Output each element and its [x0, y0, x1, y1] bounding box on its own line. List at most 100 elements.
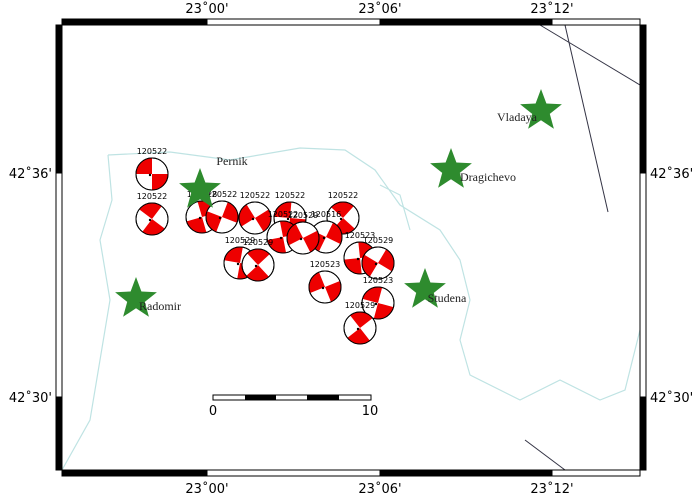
- pt-axis: [356, 257, 360, 261]
- town-star: [404, 268, 446, 308]
- lon-label: 23˚06': [358, 1, 401, 17]
- event-label: 120523: [310, 260, 341, 269]
- beachball-outline: [241, 248, 275, 282]
- town-label: Dragichevo: [460, 170, 516, 184]
- lon-label: 23˚12': [530, 1, 573, 17]
- pt-axis: [286, 217, 290, 221]
- beachball-quadrant: [287, 223, 319, 253]
- event-label: 120529: [288, 211, 319, 220]
- boundary: [61, 147, 641, 471]
- beachball-outline: [308, 270, 342, 304]
- focal-mechanism: [308, 270, 342, 304]
- focal-mechanism: [343, 311, 377, 345]
- scale-bar: [212, 394, 372, 401]
- event-label: 120522: [207, 190, 238, 199]
- pt-axis: [339, 217, 343, 221]
- frame-segment: [61, 18, 208, 26]
- frame-segment: [379, 469, 553, 477]
- pt-axis: [148, 173, 152, 177]
- lon-label: 23˚06': [358, 481, 401, 497]
- beachball-quadrant: [239, 204, 271, 232]
- beachball-quadrant: [246, 249, 270, 281]
- town-star: [179, 168, 221, 208]
- event-label: 120522: [137, 147, 168, 156]
- pt-axis: [299, 237, 303, 241]
- frame-segment: [206, 469, 381, 477]
- scale-label: 0: [209, 404, 217, 419]
- event-label: 120522: [328, 191, 359, 200]
- pt-axis: [148, 218, 152, 222]
- focal-mechanism: [135, 157, 169, 191]
- focal-mechanism: [361, 286, 395, 320]
- pt-axis: [254, 264, 258, 268]
- beachball-quadrant: [206, 202, 238, 232]
- pt-axis: [236, 262, 240, 266]
- beachball-outline: [326, 201, 360, 235]
- town-label: Studena: [428, 291, 467, 305]
- beachball-quadrant: [347, 312, 373, 344]
- town-star: [520, 89, 562, 129]
- pt-axis: [374, 302, 378, 306]
- pt-axis: [218, 216, 222, 220]
- beachball-outline: [135, 157, 169, 191]
- frame-segment: [551, 469, 641, 477]
- frame-segment: [551, 18, 641, 26]
- lat-label: 42˚36': [650, 166, 693, 182]
- pt-axis: [251, 217, 255, 221]
- beachball-quadrant: [362, 287, 394, 319]
- beachball-quadrant: [362, 249, 394, 277]
- scale-label: 10: [362, 404, 379, 419]
- town-label: Vladaya: [497, 110, 538, 124]
- beachball-outline: [205, 200, 239, 234]
- focal-mechanism: [241, 248, 275, 282]
- frame-segment: [55, 396, 63, 471]
- frame-segment: [61, 469, 208, 477]
- beachball-outline: [343, 311, 377, 345]
- event-label: 120522: [275, 191, 306, 200]
- focal-mechanism: [135, 202, 169, 236]
- focal-mechanism: [205, 200, 239, 234]
- beachball-quadrant: [309, 272, 341, 302]
- lon-label: 23˚00': [185, 481, 228, 497]
- frame-segment: [206, 18, 381, 26]
- event-label: 120529: [225, 236, 256, 245]
- roads: [524, 24, 641, 471]
- pt-axis: [279, 236, 283, 240]
- beachball-quadrant: [136, 158, 168, 190]
- beachball-outline: [361, 286, 395, 320]
- frame-segment: [55, 172, 63, 398]
- pt-axis: [321, 286, 325, 290]
- event-label: 120522: [137, 192, 168, 201]
- event-label: 120523: [363, 276, 394, 285]
- town-star: [430, 148, 472, 188]
- lon-label: 23˚00': [185, 1, 228, 17]
- event-label: 120522: [268, 210, 299, 219]
- beachball-outline: [238, 201, 272, 235]
- event-label: 120529: [363, 236, 394, 245]
- lon-label: 23˚12': [530, 481, 573, 497]
- lat-label: 42˚30': [650, 390, 693, 406]
- pt-axis: [374, 262, 378, 266]
- focal-mechanism: [238, 201, 272, 235]
- event-label: 120529: [345, 301, 376, 310]
- town-label: Radomir: [139, 299, 181, 313]
- town-label: Pernik: [216, 154, 247, 168]
- beachball-quadrant: [139, 203, 165, 235]
- frame-segment: [639, 24, 647, 174]
- focal-mechanism: [286, 221, 320, 255]
- event-label: 120516: [311, 210, 342, 219]
- frame-segment: [379, 18, 553, 26]
- pt-axis: [322, 236, 326, 240]
- event-label: 120529: [243, 238, 274, 247]
- event-label: 120523: [345, 231, 376, 240]
- beachball-outline: [135, 202, 169, 236]
- pt-axis: [356, 327, 360, 331]
- beachball-outline: [286, 221, 320, 255]
- pt-axis: [198, 216, 202, 220]
- lat-label: 42˚30': [9, 390, 52, 406]
- focal-mechanism: [361, 246, 395, 280]
- frame: [55, 18, 647, 477]
- beachball-outline: [361, 246, 395, 280]
- frame-segment: [639, 172, 647, 398]
